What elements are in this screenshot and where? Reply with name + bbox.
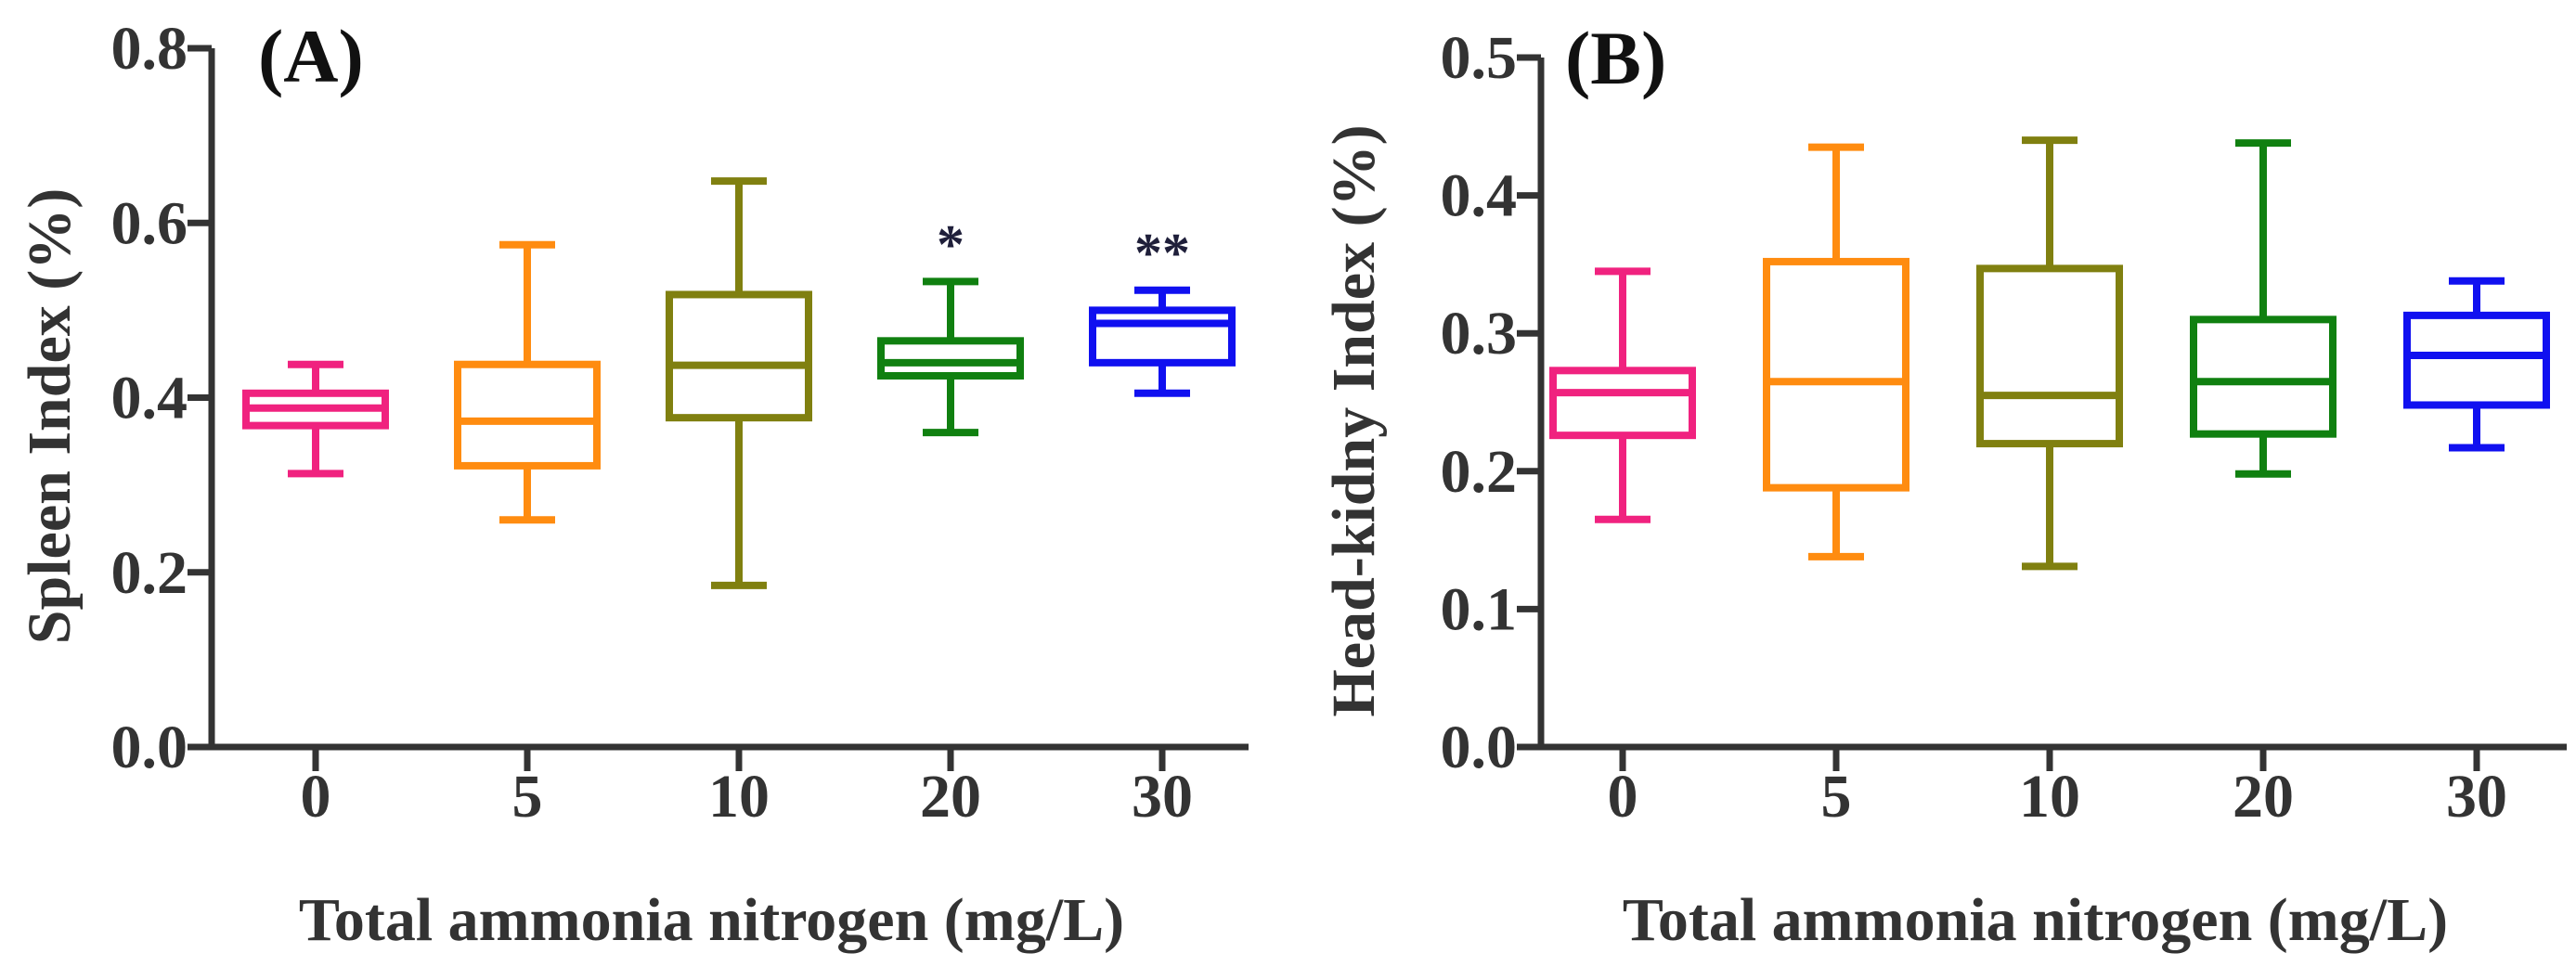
box-20: * [877, 213, 1024, 437]
x-tick-label: 20 [2233, 763, 2294, 831]
iqr-box [1549, 367, 1696, 440]
x-tick-label: 20 [920, 763, 981, 831]
y-tick-label: 0.2 [1441, 438, 1518, 506]
iqr-box [1763, 257, 1909, 492]
iqr-box [454, 360, 601, 470]
y-axis-title: Spleen Index (%) [16, 188, 84, 644]
y-tick-label: 0.1 [1441, 575, 1518, 643]
y-tick-label: 0.6 [111, 189, 188, 257]
x-axis-title: Total ammonia nitrogen (mg/L) [1623, 886, 2448, 954]
y-tick-label: 0.4 [1441, 162, 1518, 230]
y-tick-label: 0.2 [111, 539, 188, 607]
x-tick-label: 10 [708, 763, 770, 831]
box-0 [242, 360, 389, 478]
box-5 [454, 240, 601, 524]
box-10 [1976, 136, 2123, 571]
x-tick-label: 30 [2446, 763, 2507, 831]
x-tick-label: 0 [1608, 763, 1638, 831]
panel-b: 0.0 0.1 0.2 0.3 0.4 0.5 0 5 10 20 30 Head-kidny Ind… [1320, 16, 2567, 954]
x-tick-label: 0 [301, 763, 331, 831]
box-0 [1549, 267, 1696, 523]
iqr-box [2403, 311, 2550, 409]
iqr-box [666, 290, 812, 422]
iqr-box [2190, 316, 2337, 438]
iqr-box [877, 337, 1024, 380]
box-5 [1763, 143, 1909, 560]
y-tick-label: 0.5 [1441, 24, 1518, 92]
x-tick-label: 5 [1821, 763, 1852, 831]
y-tick-label: 0.4 [111, 365, 188, 432]
significance-marker: * [937, 213, 964, 275]
panel-label: (A) [258, 14, 364, 98]
panel-label: (B) [1565, 16, 1666, 100]
box-30 [2403, 277, 2550, 452]
y-tick-label: 0.0 [1441, 714, 1518, 781]
iqr-box [1089, 306, 1236, 367]
significance-marker: ** [1134, 223, 1190, 284]
x-tick-label: 5 [512, 763, 543, 831]
box-10 [666, 177, 812, 589]
box-20 [2190, 139, 2337, 478]
iqr-box [1976, 264, 2123, 448]
y-tick-label: 0.3 [1441, 300, 1518, 367]
y-axis-title: Head-kidny Index (%) [1320, 124, 1388, 716]
y-tick-label: 0.0 [111, 714, 188, 781]
x-tick-label: 30 [1132, 763, 1193, 831]
x-tick-label: 10 [2019, 763, 2080, 831]
panel-a: 0.00.20.40.60.80 5 10 20 30* **Spleen Index (… [16, 14, 1249, 954]
box-30: ** [1089, 223, 1236, 397]
y-tick-label: 0.8 [111, 15, 188, 83]
x-axis-title: Total ammonia nitrogen (mg/L) [299, 886, 1124, 954]
